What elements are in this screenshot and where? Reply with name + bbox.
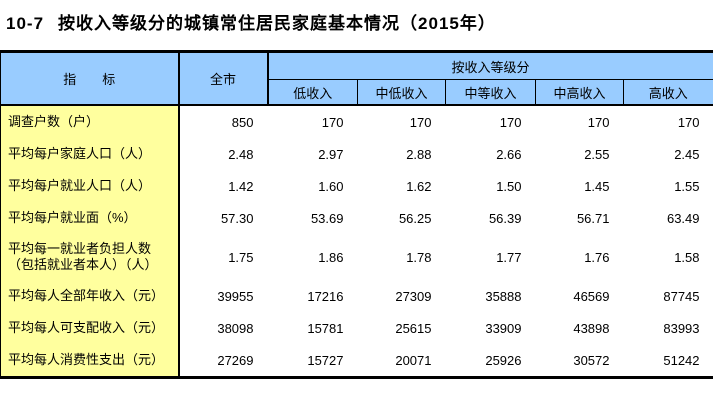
cell-value: 15781 — [267, 312, 358, 344]
cell-value: 2.48 — [178, 138, 268, 170]
table-row: 平均每户就业人口（人） 1.42 1.60 1.62 1.50 1.45 1.5… — [0, 170, 713, 202]
cell-value: 56.39 — [445, 202, 536, 234]
header-lower-middle-income: 中低收入 — [357, 79, 446, 106]
cell-value: 2.97 — [267, 138, 358, 170]
cell-value: 170 — [623, 105, 713, 138]
statistics-table: 指 标 全市 按收入等级分 低收入 中低收入 中等收入 中高收入 高收入 调查户… — [0, 53, 713, 376]
cell-value: 1.58 — [623, 234, 713, 280]
row-label: 平均每户家庭人口（人） — [0, 138, 180, 170]
cell-value: 56.71 — [535, 202, 624, 234]
table-number: 10-7 — [6, 14, 45, 33]
row-label: 平均每户就业面（%） — [0, 202, 180, 234]
cell-value: 1.50 — [445, 170, 536, 202]
cell-value: 56.25 — [357, 202, 446, 234]
cell-value: 27269 — [178, 344, 268, 376]
header-income-group: 按收入等级分 — [266, 53, 713, 80]
row-label: 平均每人消费性支出（元） — [0, 344, 180, 376]
header-upper-middle-income: 中高收入 — [535, 79, 624, 106]
cell-value: 33909 — [445, 312, 536, 344]
cell-value: 170 — [267, 105, 358, 138]
cell-value: 1.45 — [535, 170, 624, 202]
table-row: 平均每一就业者负担人数 （包括就业者本人）（人） 1.75 1.86 1.78 … — [0, 234, 713, 280]
cell-value: 1.78 — [357, 234, 446, 280]
table-title-text: 按收入等级分的城镇常住居民家庭基本情况（2015年） — [58, 14, 496, 33]
row-label: 平均每人全部年收入（元） — [0, 280, 180, 312]
row-label: 平均每一就业者负担人数 （包括就业者本人）（人） — [0, 234, 180, 280]
cell-value: 25926 — [445, 344, 536, 376]
cell-value: 170 — [357, 105, 446, 138]
header-row-2: 低收入 中低收入 中等收入 中高收入 高收入 — [1, 79, 713, 106]
cell-value: 2.55 — [535, 138, 624, 170]
statistics-table-wrapper: 指 标 全市 按收入等级分 低收入 中低收入 中等收入 中高收入 高收入 调查户… — [0, 50, 713, 379]
cell-value: 1.42 — [178, 170, 268, 202]
cell-value: 43898 — [535, 312, 624, 344]
header-indicator: 指 标 — [0, 53, 180, 106]
row-label: 平均每户就业人口（人） — [0, 170, 180, 202]
table-row: 平均每人全部年收入（元） 39955 17216 27309 35888 465… — [0, 280, 713, 312]
cell-value: 30572 — [535, 344, 624, 376]
cell-value: 83993 — [623, 312, 713, 344]
cell-value: 17216 — [267, 280, 358, 312]
table-row: 平均每人消费性支出（元） 27269 15727 20071 25926 305… — [0, 344, 713, 376]
cell-value: 2.66 — [445, 138, 536, 170]
cell-value: 15727 — [267, 344, 358, 376]
cell-value: 1.77 — [445, 234, 536, 280]
header-city: 全市 — [178, 53, 269, 106]
cell-value: 53.69 — [267, 202, 358, 234]
table-row: 调查户数（户） 850 170 170 170 170 170 — [0, 105, 713, 138]
row-label: 平均每人可支配收入（元） — [0, 312, 180, 344]
cell-value: 20071 — [357, 344, 446, 376]
header-row-1: 指 标 全市 按收入等级分 — [0, 53, 713, 106]
header-low-income: 低收入 — [267, 79, 358, 106]
header-middle-income: 中等收入 — [445, 79, 536, 106]
cell-value: 1.75 — [178, 234, 268, 280]
cell-value: 51242 — [623, 344, 713, 376]
cell-value: 63.49 — [623, 202, 713, 234]
cell-value: 57.30 — [178, 202, 268, 234]
cell-value: 1.86 — [267, 234, 358, 280]
cell-value: 2.88 — [357, 138, 446, 170]
table-row: 平均每人可支配收入（元） 38098 15781 25615 33909 438… — [0, 312, 713, 344]
header-high-income: 高收入 — [622, 79, 713, 106]
table-row: 平均每户家庭人口（人） 2.48 2.97 2.88 2.66 2.55 2.4… — [0, 138, 713, 170]
cell-value: 46569 — [535, 280, 624, 312]
cell-value: 35888 — [445, 280, 536, 312]
cell-value: 2.45 — [623, 138, 713, 170]
row-label-line1: 平均每一就业者负担人数 — [8, 241, 152, 256]
cell-value: 27309 — [357, 280, 446, 312]
page-title: 10-7 按收入等级分的城镇常住居民家庭基本情况（2015年） — [0, 0, 713, 50]
cell-value: 1.76 — [535, 234, 624, 280]
row-label-line2: （包括就业者本人）（人） — [8, 257, 158, 272]
cell-value: 850 — [178, 105, 268, 138]
cell-value: 170 — [445, 105, 536, 138]
cell-value: 170 — [535, 105, 624, 138]
cell-value: 87745 — [623, 280, 713, 312]
cell-value: 38098 — [178, 312, 268, 344]
cell-value: 25615 — [357, 312, 446, 344]
cell-value: 1.60 — [267, 170, 358, 202]
cell-value: 39955 — [178, 280, 268, 312]
table-row: 平均每户就业面（%） 57.30 53.69 56.25 56.39 56.71… — [0, 202, 713, 234]
cell-value: 1.62 — [357, 170, 446, 202]
row-label: 调查户数（户） — [0, 105, 180, 138]
cell-value: 1.55 — [623, 170, 713, 202]
